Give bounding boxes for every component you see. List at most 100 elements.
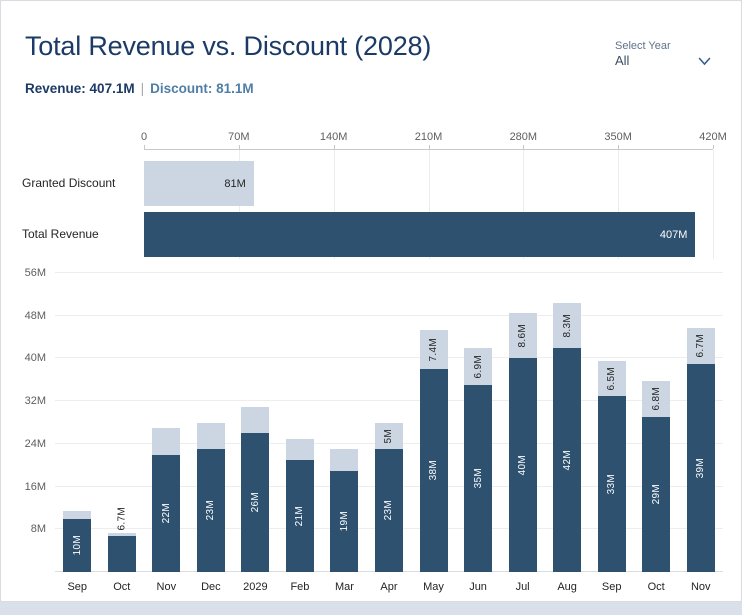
stacked-bar[interactable]: 29M 6.8M	[642, 273, 671, 572]
discount-value-label: 6.8M	[650, 387, 662, 411]
revenue-segment[interactable]: 22M	[152, 454, 181, 572]
totals-bar-chart: 0 70M 140M 210M 280M 350M 420M 81M 407M	[140, 131, 727, 259]
chevron-down-icon[interactable]	[698, 53, 711, 66]
bar-slot-feb: 21M Feb	[278, 273, 323, 593]
discount-segment[interactable]: 6.7M	[686, 328, 715, 364]
vertical-gridline	[713, 150, 714, 259]
stacked-bar[interactable]: 23M 5M	[374, 273, 403, 572]
horizontal-gridline	[55, 314, 723, 316]
revenue-segment[interactable]	[107, 536, 136, 572]
x-axis-tick-label: 420M	[699, 131, 727, 143]
revenue-segment[interactable]: 33M	[597, 395, 626, 572]
stacked-bar[interactable]: 21M	[285, 273, 314, 572]
year-slicer-dropdown[interactable]: Select Year All	[615, 39, 711, 73]
discount-segment[interactable]: 6.8M	[642, 380, 671, 418]
discount-segment[interactable]	[241, 406, 270, 434]
revenue-segment[interactable]: 38M	[419, 369, 448, 572]
stacked-bar[interactable]: 26M	[241, 273, 270, 572]
x-axis-label: Feb	[290, 581, 310, 593]
discount-segment[interactable]: 5M	[374, 422, 403, 450]
revenue-value-label: 29M	[650, 484, 662, 505]
bar-granted-discount[interactable]: 81M	[144, 161, 254, 206]
stacked-bar[interactable]: 22M	[152, 273, 181, 572]
x-axis-tick-label: 140M	[319, 131, 348, 143]
discount-value-label: 6.7M	[695, 334, 707, 358]
x-axis-tick-label: 210M	[414, 131, 443, 143]
revenue-segment[interactable]: 26M	[241, 433, 270, 572]
stacked-bar[interactable]: 19M	[330, 273, 359, 572]
stacked-bar[interactable]: 39M 6.7M	[686, 273, 715, 572]
discount-segment[interactable]	[285, 438, 314, 460]
stacked-bar[interactable]: 33M 6.5M	[597, 273, 626, 572]
revenue-segment[interactable]: 29M	[642, 417, 671, 572]
x-axis-label: Oct	[113, 581, 131, 593]
bar-slot-oct: 29M 6.8M Oct	[634, 273, 679, 593]
revenue-segment[interactable]: 42M	[553, 347, 582, 572]
revenue-segment[interactable]: 19M	[330, 470, 359, 572]
x-axis-label: Dec	[201, 581, 221, 593]
bar-slot-mar: 19M Mar	[322, 273, 367, 593]
x-axis-tick-label: 350M	[604, 131, 632, 143]
discount-segment[interactable]	[63, 510, 92, 519]
discount-segment[interactable]	[107, 533, 136, 537]
discount-value-label: 6.9M	[472, 354, 484, 379]
revenue-value-label: 26M	[249, 492, 261, 513]
bar-slot-sep: 33M 6.5M Sep	[589, 273, 634, 593]
horizontal-gridline	[55, 357, 723, 359]
bar-slot-dec: 23M Dec	[189, 273, 234, 593]
discount-segment[interactable]: 8.3M	[553, 303, 582, 348]
x-axis-tick	[144, 145, 145, 149]
stacked-bar[interactable]: 42M 8.3M	[553, 273, 582, 572]
discount-segment[interactable]: 6.5M	[597, 361, 626, 396]
revenue-segment[interactable]: 21M	[285, 459, 314, 572]
y-axis-tick-label: 16M	[24, 480, 46, 493]
discount-segment[interactable]: 6.9M	[464, 348, 493, 386]
discount-segment[interactable]	[330, 449, 359, 471]
x-axis-label: Oct	[647, 581, 665, 593]
x-axis-label: Mar	[334, 581, 354, 593]
discount-segment[interactable]	[196, 422, 225, 450]
revenue-value-label: 23M	[383, 500, 395, 521]
x-axis-tick	[238, 145, 240, 149]
discount-summary: Discount: 81.1M	[150, 81, 254, 96]
discount-segment[interactable]: 7.4M	[419, 329, 448, 370]
y-axis-tick-label: 56M	[24, 267, 46, 279]
revenue-segment[interactable]: 40M	[508, 358, 537, 572]
revenue-value-label: 19M	[338, 511, 350, 532]
slicer-selected-value: All	[615, 53, 630, 68]
revenue-segment[interactable]: 39M	[686, 363, 715, 572]
x-axis-label: Sep	[67, 581, 88, 593]
revenue-segment[interactable]: 10M	[63, 518, 92, 572]
summary-line: Revenue: 407.1M | Discount: 81.1M	[25, 81, 254, 96]
revenue-segment[interactable]: 35M	[464, 385, 493, 572]
stacked-bar[interactable]: 10M	[63, 273, 92, 572]
x-axis-tick-label: 0	[140, 131, 148, 143]
y-axis-tick-label: 32M	[24, 395, 46, 408]
revenue-value-label: 42M	[561, 449, 573, 471]
stacked-bar[interactable]: 38M 7.4M	[419, 273, 448, 572]
bar-slot-aug: 42M 8.3M Aug	[545, 273, 590, 593]
stacked-bar[interactable]: 23M	[196, 273, 225, 572]
x-axis-label: Nov	[156, 581, 177, 593]
revenue-segment[interactable]: 23M	[196, 449, 225, 572]
y-axis-tick-label: 8M	[30, 523, 46, 536]
revenue-summary: Revenue: 407.1M	[25, 81, 135, 96]
horizontal-gridline	[55, 272, 723, 273]
stacked-bar[interactable]: 40M 8.6M	[508, 273, 537, 572]
revenue-value-label: 33M	[606, 473, 618, 495]
discount-segment[interactable]: 8.6M	[508, 312, 537, 359]
y-axis-tick-label: 40M	[24, 352, 46, 365]
x-axis-label: Jul	[515, 581, 530, 593]
bar-slot-jun: 35M 6.9M Jun	[456, 273, 501, 593]
x-axis-tick	[333, 145, 335, 149]
discount-value-label: 8.6M	[517, 323, 529, 348]
revenue-value-label: 10M	[71, 535, 83, 556]
discount-segment[interactable]	[152, 427, 181, 455]
x-axis-tick-label: 70M	[228, 131, 250, 143]
bar-slot-may: 38M 7.4M May	[411, 273, 456, 593]
x-axis-tick	[713, 145, 714, 149]
bar-total-revenue[interactable]: 407M	[144, 212, 696, 257]
stacked-bar[interactable]: 35M 6.9M	[464, 273, 493, 572]
revenue-segment[interactable]: 23M	[374, 449, 403, 572]
stacked-bar[interactable]: 6.7M	[107, 273, 136, 572]
